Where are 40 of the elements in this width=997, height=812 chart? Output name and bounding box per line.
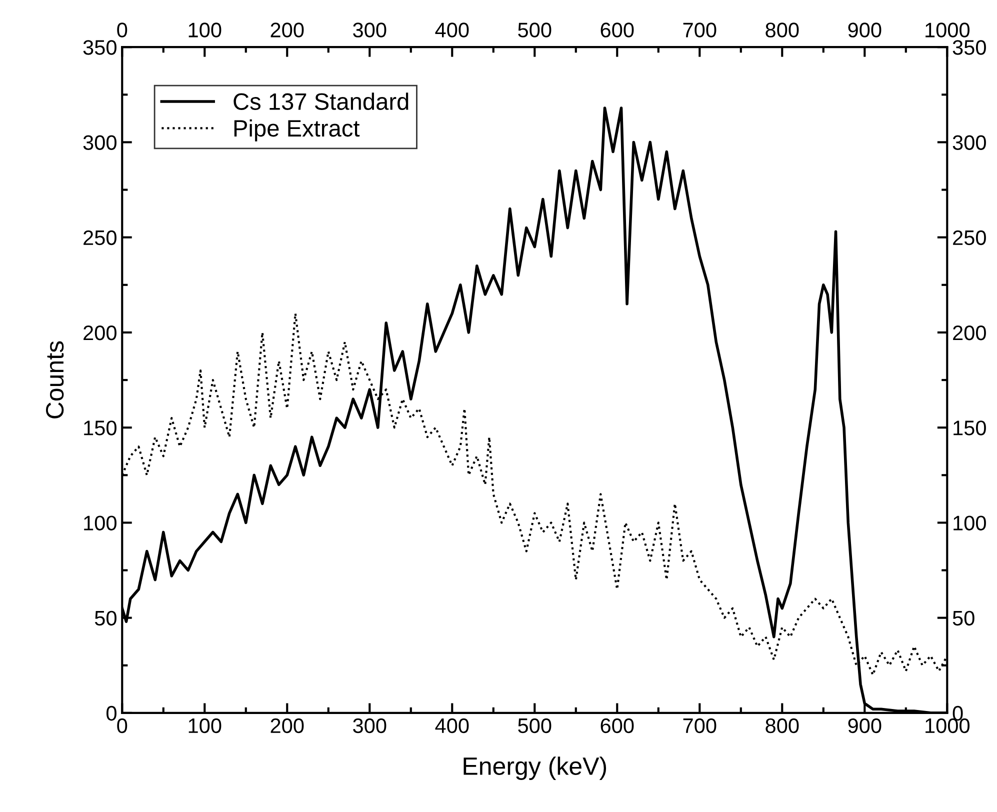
x2-tick-label: 200 — [270, 22, 304, 38]
y2-tick-label: 250 — [953, 230, 986, 246]
x2-tick-label: 0 — [117, 22, 128, 38]
y2-tick-label: 300 — [952, 135, 986, 150]
x2-tick-label: 900 — [848, 22, 882, 38]
x2-tick-label: 300 — [353, 22, 386, 38]
x2-tick-label: 500 — [518, 22, 552, 38]
y-tick-label: 150 — [84, 420, 116, 436]
y-tick-label: 50 — [94, 610, 116, 626]
y-tick-label: 100 — [84, 516, 116, 530]
x2-tick-label: 1000 — [926, 22, 970, 38]
y2-tick-label: 150 — [954, 420, 986, 436]
x-tick-label: 200 — [270, 718, 304, 734]
y2-tick-label: 350 — [952, 40, 986, 55]
x-tick-label: 100 — [188, 718, 222, 734]
x2-tick-label: 400 — [435, 22, 469, 38]
x-tick-label: 400 — [435, 718, 469, 734]
y2-tick-label: 200 — [953, 325, 986, 340]
y-tick-label: 200 — [84, 325, 116, 340]
x2-tick-label: 700 — [683, 22, 716, 38]
legend-label: Pipe Extract — [234, 119, 360, 142]
y2-tick-label: 100 — [954, 516, 986, 530]
x-tick-label: 0 — [117, 718, 128, 734]
x-tick-label: 900 — [848, 718, 882, 734]
y-tick-label: 350 — [83, 40, 116, 55]
x2-tick-label: 800 — [766, 22, 799, 38]
y-tick-label: 250 — [84, 230, 116, 246]
y-tick-label: 0 — [106, 706, 116, 721]
x-tick-label: 600 — [600, 718, 634, 734]
x2-tick-label: 100 — [188, 22, 222, 38]
legend-label: Cs 137 Standard — [234, 92, 408, 110]
x-tick-label: 300 — [353, 718, 386, 734]
x2-tick-label: 600 — [600, 22, 634, 38]
x-tick-label: 500 — [518, 718, 552, 734]
y-axis-title: Counts — [46, 341, 64, 418]
x-axis-title: Energy (keV) — [464, 756, 606, 780]
y-tick-label: 300 — [83, 135, 116, 150]
x-tick-label: 800 — [766, 718, 799, 734]
y2-tick-label: 50 — [952, 610, 974, 626]
x-tick-label: 700 — [683, 718, 716, 734]
